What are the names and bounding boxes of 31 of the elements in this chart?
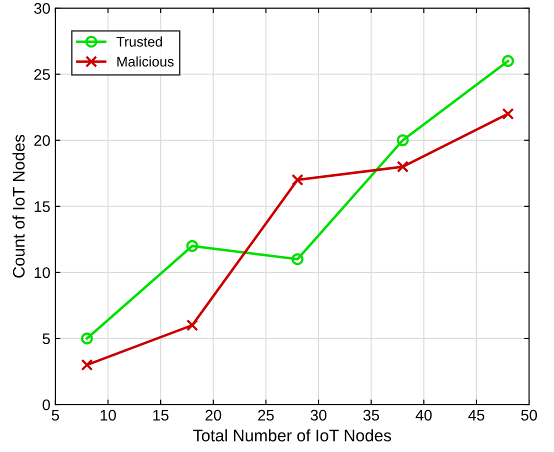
point xyxy=(292,253,304,266)
x-tick-label: 30 xyxy=(310,410,326,421)
y-tick-label: 30 xyxy=(34,3,50,14)
x-tick-label: 25 xyxy=(258,410,274,421)
x-tick-label: 40 xyxy=(416,410,432,421)
y-tick-label: 10 xyxy=(34,267,50,278)
point xyxy=(186,319,198,332)
y-tick-label: 20 xyxy=(34,135,50,146)
legend-label: Malicious xyxy=(117,56,174,67)
point xyxy=(502,55,514,67)
point xyxy=(292,174,304,186)
point xyxy=(186,240,198,252)
y-tick-label: 15 xyxy=(34,201,50,212)
y-tick-label: 25 xyxy=(34,69,50,80)
x-tick-label: 15 xyxy=(153,410,169,421)
x-tick-label: 20 xyxy=(206,410,222,421)
x-tick-label: 45 xyxy=(468,410,484,421)
point xyxy=(502,108,514,120)
y-tick-label: 5 xyxy=(42,334,50,344)
legend-label: Trusted xyxy=(116,36,162,47)
y-axis-title: Count of IoT Nodes xyxy=(12,134,25,278)
point xyxy=(81,332,93,344)
x-tick-label: 50 xyxy=(521,410,537,421)
x-tick-label: 35 xyxy=(363,410,380,421)
x-tick-label: 10 xyxy=(100,410,116,421)
point xyxy=(396,134,409,146)
y-tick-label: 0 xyxy=(42,399,50,410)
x-tick-label: 5 xyxy=(52,410,60,421)
point xyxy=(396,160,409,173)
point xyxy=(81,358,93,371)
x-axis-title: Total Number of IoT Nodes xyxy=(193,429,392,442)
